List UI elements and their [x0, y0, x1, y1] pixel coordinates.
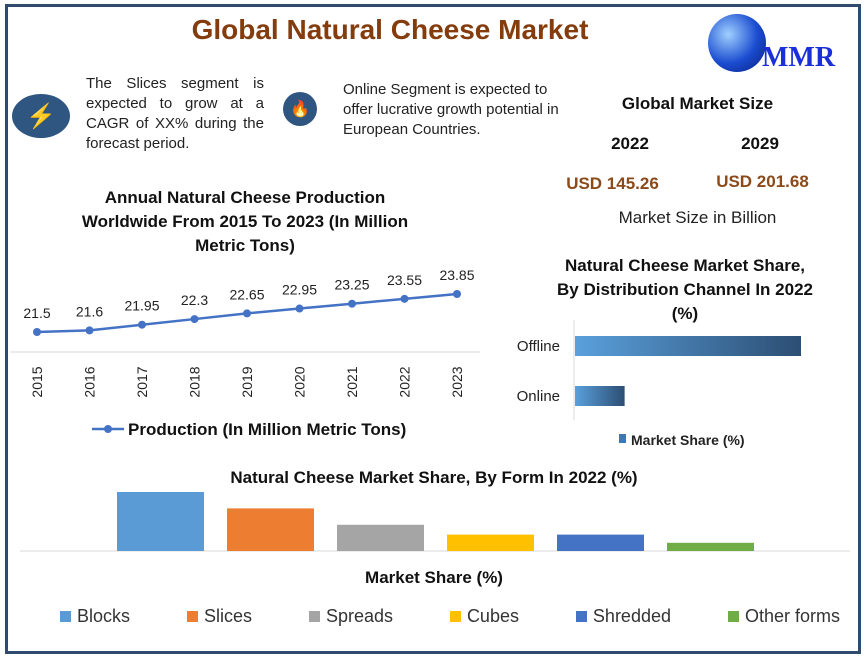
logo: MMR: [706, 12, 851, 82]
x-tick-label: 2021: [344, 366, 360, 397]
x-tick-label: 2015: [29, 366, 45, 397]
x-tick-label: 2020: [292, 366, 308, 397]
legend-item: Slices: [186, 606, 252, 627]
data-label: 23.85: [439, 267, 474, 283]
lightning-icon: ⚡: [12, 94, 70, 138]
legend-label: Production (In Million Metric Tons): [128, 420, 406, 439]
data-point: [138, 320, 146, 329]
note-slices: The Slices segment is expected to grow a…: [86, 75, 264, 152]
line-chart-title: Annual Natural Cheese Production Worldwi…: [81, 188, 409, 255]
legend-swatch: [186, 611, 198, 622]
bar-slices: [227, 508, 314, 551]
globe-icon: [708, 14, 766, 72]
legend-label: Other forms: [744, 606, 840, 626]
legend-item: Spreads: [308, 606, 393, 627]
bar-spreads: [337, 524, 424, 551]
legend-swatch: [619, 434, 626, 443]
form-chart: [20, 492, 850, 552]
legend-item: Shredded: [575, 606, 671, 627]
data-label: 21.95: [124, 298, 159, 314]
legend-item: Cubes: [449, 606, 519, 627]
form-chart-legend: Blocks Slices Spreads Cubes Shredded Other fo…: [60, 606, 840, 627]
channel-chart-title: Natural Cheese Market Share, By Distribu…: [557, 256, 813, 323]
data-label: 22.65: [229, 286, 264, 302]
legend-label: Spreads: [325, 606, 393, 626]
note-online: Online Segment is expected to offer lucr…: [343, 81, 559, 138]
form-chart-title: Natural Cheese Market Share, By Form In …: [230, 468, 638, 487]
data-point: [400, 294, 409, 303]
data-label: 22.3: [181, 292, 208, 308]
legend-swatch: [308, 611, 320, 622]
page-title: Global Natural Cheese Market: [191, 14, 589, 45]
legend-swatch: [60, 611, 71, 622]
legend-swatch: [727, 611, 739, 622]
value-2029: USD 201.68: [716, 172, 809, 191]
data-label: 21.5: [23, 305, 50, 321]
data-point: [348, 299, 356, 308]
data-label: 23.55: [387, 272, 422, 288]
data-point: [85, 326, 94, 335]
year-2029: 2029: [741, 134, 779, 153]
data-label: 23.25: [334, 277, 369, 293]
flame-icon: 🔥: [283, 92, 317, 126]
legend-label: Shredded: [592, 606, 671, 626]
data-point: [190, 315, 199, 324]
legend-swatch: [449, 611, 461, 622]
x-tick-label: 2016: [82, 366, 98, 397]
logo-text: MMR: [762, 42, 836, 73]
market-size-heading: Global Market Size: [621, 94, 774, 113]
data-label: 22.95: [282, 282, 317, 298]
bar-online: [575, 386, 625, 406]
data-point: [243, 309, 251, 318]
line-chart: 21.5 2015 21.6 2016 21.95 2017 22.3 2018 22.65 20…: [10, 267, 480, 439]
data-label: 21.6: [76, 303, 103, 319]
legend-marker: [104, 425, 112, 433]
year-2022: 2022: [611, 134, 649, 153]
market-size-unit: Market Size in Billion: [618, 208, 777, 227]
data-point: [453, 290, 461, 298]
data-point: [295, 304, 304, 313]
data-point: [33, 328, 41, 336]
legend-label: Market Share (%): [631, 432, 745, 448]
x-tick-label: 2023: [449, 366, 465, 397]
form-chart-xlabel: Market Share (%): [365, 568, 503, 587]
legend-label: Cubes: [466, 606, 519, 626]
bar-shredded: [557, 534, 644, 551]
legend-label: Blocks: [77, 606, 131, 626]
value-2022: USD 145.26: [566, 174, 659, 193]
legend-item: Other forms: [727, 606, 840, 627]
legend-item: Blocks: [60, 606, 130, 627]
bar-offline: [575, 336, 801, 356]
x-tick-label: 2022: [397, 366, 413, 397]
category-label: Online: [517, 388, 560, 405]
channel-chart: Offline Online Market Share (%): [517, 320, 801, 448]
x-tick-label: 2019: [239, 366, 255, 397]
bar-other-forms: [667, 542, 754, 551]
legend-label: Slices: [203, 606, 252, 626]
bar-cubes: [447, 534, 534, 551]
x-tick-label: 2018: [187, 366, 203, 397]
legend-swatch: [575, 611, 587, 622]
frame: [5, 4, 861, 654]
category-label: Offline: [517, 338, 560, 355]
x-tick-label: 2017: [134, 366, 150, 397]
bar-blocks: [117, 492, 204, 551]
